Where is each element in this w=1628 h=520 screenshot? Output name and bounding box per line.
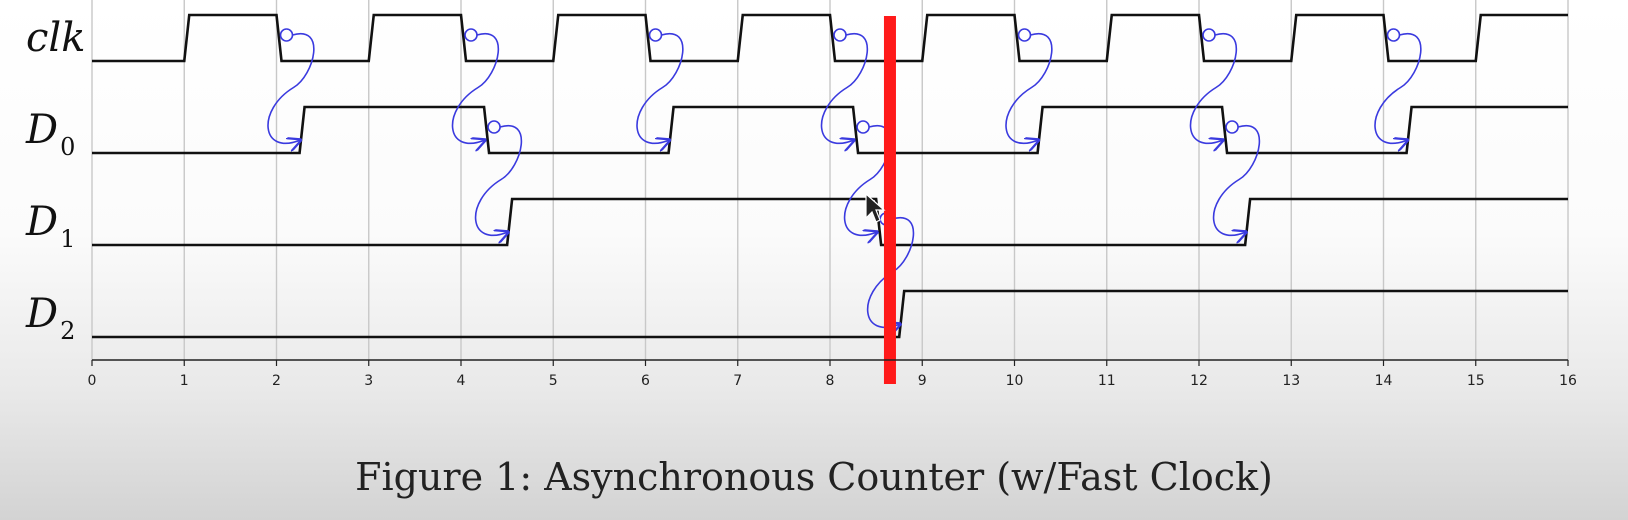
- figure-caption: Figure 1: Asynchronous Counter (w/Fast C…: [355, 455, 1273, 499]
- causal-arrow: [1189, 32, 1238, 144]
- arrow-origin-loop: [487, 120, 501, 134]
- arrow-origin-loop: [1225, 120, 1239, 134]
- arrow-origin-loop: [1202, 28, 1216, 42]
- causal-arrow: [843, 124, 892, 236]
- axis-tick-label: 5: [549, 373, 558, 389]
- axis-tick-label: 4: [457, 373, 466, 389]
- waveforms: [92, 13, 1568, 339]
- waveform-clk: [92, 13, 1568, 63]
- axis-tick-label: 12: [1190, 373, 1208, 389]
- causal-arrow: [1374, 32, 1422, 144]
- signal-label-D0: D0: [25, 107, 75, 161]
- axis-tick-label: 11: [1098, 373, 1116, 389]
- axis-tick-label: 9: [918, 373, 927, 389]
- causal-arrow: [267, 32, 315, 144]
- causal-arrow: [820, 32, 869, 144]
- arrow-origin-loop: [648, 28, 663, 42]
- time-marker: [883, 16, 896, 384]
- signal-label-D2: D2: [25, 291, 75, 345]
- waveform-D0: [92, 105, 1568, 155]
- arrow-origin-loop: [1017, 28, 1032, 42]
- axis-tick-label: 13: [1282, 373, 1300, 389]
- axis-tick-label: 3: [364, 373, 373, 389]
- causal-arrow: [1005, 32, 1053, 144]
- waveform-D2: [92, 289, 1568, 339]
- red-time-marker: [883, 16, 896, 384]
- axis-tick-label: 8: [826, 373, 835, 389]
- axis-tick-label: 1: [180, 373, 189, 389]
- causal-arrows: [267, 28, 1422, 327]
- axis-tick-label: 7: [733, 373, 742, 389]
- arrow-origin-loop: [1386, 28, 1401, 42]
- axis-tick-label: 16: [1559, 373, 1577, 389]
- arrow-origin-loop: [833, 28, 847, 42]
- time-axis: 0 1 2 3 4 5 6 7 8 9 10 11 12 13 14 15 16: [88, 359, 1577, 389]
- axis-tick-label: 14: [1375, 373, 1393, 389]
- signal-label-clk: clk: [26, 15, 85, 61]
- causal-arrow: [451, 32, 500, 144]
- axis-tick-label: 15: [1467, 373, 1485, 389]
- signal-labels: clk D0 D1 D2: [25, 15, 85, 345]
- axis-tick-label: 0: [88, 373, 97, 389]
- arrow-origin-loop: [856, 120, 870, 134]
- causal-arrow: [1212, 124, 1261, 236]
- mouse-cursor-icon: [865, 192, 886, 223]
- causal-arrow: [636, 32, 684, 144]
- axis-tick-label: 6: [641, 373, 650, 389]
- axis-tick-label: 2: [272, 373, 281, 389]
- causal-arrow: [474, 124, 523, 236]
- arrow-origin-loop: [464, 28, 478, 42]
- arrow-origin-loop: [279, 28, 294, 42]
- signal-label-D1: D1: [25, 199, 75, 253]
- axis-tick-label: 10: [1006, 373, 1024, 389]
